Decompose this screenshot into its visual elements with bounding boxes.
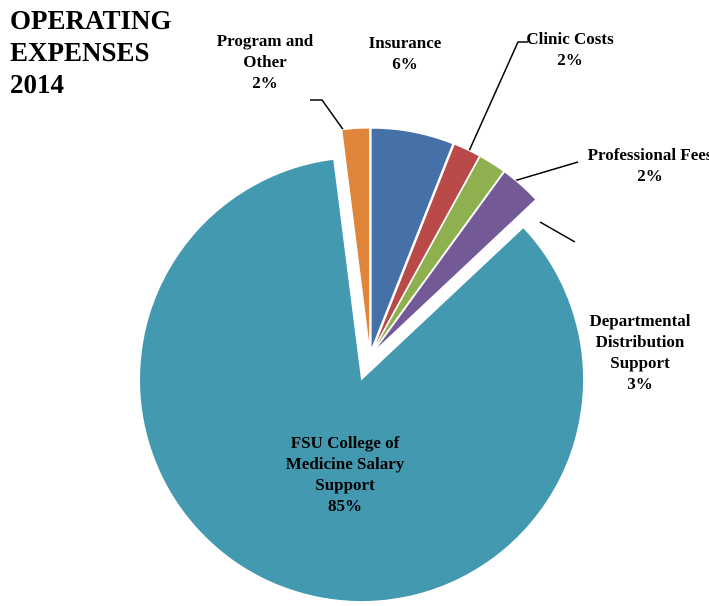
value-label: 2% — [252, 73, 278, 92]
pie-slice — [372, 155, 505, 352]
slice-label: Professional Fees 2% — [585, 144, 709, 186]
pie-slice — [341, 127, 371, 351]
category-label: Clinic Costs — [526, 29, 614, 48]
leader-line — [464, 41, 528, 161]
pie-slice — [370, 127, 454, 351]
pie-slice — [139, 158, 584, 603]
category-label: Departmental Distribution Support — [589, 311, 691, 372]
value-label: 6% — [392, 54, 418, 73]
leader-line — [310, 99, 353, 143]
value-label: 2% — [637, 166, 663, 185]
category-label: Program and Other — [216, 31, 314, 71]
leader-line — [539, 221, 576, 243]
pie-slice — [373, 171, 537, 352]
category-label: Insurance — [368, 33, 442, 52]
slice-label: FSU College of Medicine Salary Support 85… — [270, 432, 420, 516]
slice-label: Departmental Distribution Support 3% — [565, 310, 709, 394]
value-label: 85% — [328, 496, 362, 515]
value-label: 2% — [557, 50, 583, 69]
slice-label: Clinic Costs 2% — [510, 28, 630, 70]
category-label: Professional Fees — [587, 145, 709, 164]
pie-slice — [372, 143, 481, 351]
value-label: 3% — [627, 374, 653, 393]
category-label: FSU College of Medicine Salary Support — [285, 433, 405, 494]
slice-label: Program and Other 2% — [195, 30, 335, 93]
slice-label: Insurance 6% — [345, 32, 465, 74]
chart-title: OPERATING EXPENSES 2014 — [10, 5, 172, 99]
